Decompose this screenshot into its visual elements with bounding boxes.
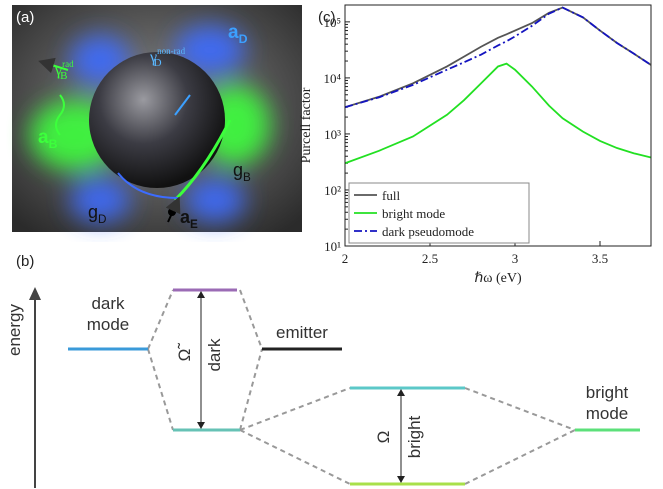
splitting-label: bright — [405, 415, 424, 458]
legend-label: full — [382, 188, 400, 203]
axis-label: energy — [5, 304, 24, 356]
level-label: bright — [586, 383, 629, 402]
illustration — [12, 5, 302, 232]
chart: 10¹ 10² 10³ 10⁴ 10⁵ 2 2.5 3 3.5 ℏω (eV) Purcell fa… — [299, 4, 652, 286]
image-label: γnon-rad D — [149, 46, 186, 69]
level-label: emitter — [276, 323, 328, 342]
x-tick-label: 2 — [342, 251, 349, 266]
legend-box — [348, 182, 530, 244]
label-sub: B — [243, 171, 251, 184]
x-axis-label: ℏω (eV) — [474, 271, 522, 286]
image-label: gD — [88, 202, 106, 226]
legend-label: dark pseudomode — [382, 224, 474, 239]
label-main: a — [228, 22, 239, 43]
panel-label: (c) — [318, 9, 336, 26]
label-main: g — [88, 202, 98, 222]
line — [344, 62, 652, 165]
label-main: g — [233, 160, 243, 180]
label-sub: E — [190, 218, 198, 231]
splitting-symbol: Ω̃ — [175, 343, 194, 362]
image-label: gB — [233, 160, 251, 184]
label-sub: B — [60, 70, 67, 82]
y-axis-label: Purcell factor — [299, 87, 314, 163]
level-label: mode — [87, 315, 130, 334]
label-main: a — [180, 207, 191, 227]
y-tick-label: 10³ — [324, 127, 341, 142]
label-sub: D — [98, 213, 106, 226]
image-label: aE — [180, 207, 198, 231]
label-main: γ — [54, 62, 62, 79]
label-sup: non-rad — [157, 46, 185, 56]
label-sub: D — [239, 32, 248, 46]
energy-diagram — [29, 287, 640, 488]
plot-frame — [344, 4, 652, 247]
panel-label: (a) — [16, 9, 34, 26]
label-main: γ — [149, 49, 157, 66]
image-label: γrad B — [54, 59, 74, 82]
y-tick-label: 10¹ — [324, 239, 341, 254]
line — [344, 6, 652, 109]
label-sup: rad — [62, 59, 74, 69]
x-tick-label: 2.5 — [422, 251, 438, 266]
image-label: aD — [228, 22, 248, 46]
label-main: a — [38, 127, 49, 148]
level-label: mode — [586, 404, 629, 423]
label-sub: D — [154, 57, 162, 69]
legend-label: bright mode — [382, 206, 445, 221]
level-label: dark — [91, 294, 125, 313]
x-tick-label: 3.5 — [592, 251, 608, 266]
x-tick-label: 3 — [512, 251, 519, 266]
label-sub: B — [49, 137, 58, 151]
panel-label: (b) — [16, 253, 34, 270]
y-tick-label: 10⁴ — [323, 71, 341, 86]
image-label: aB — [38, 127, 58, 151]
splitting-symbol: Ω — [374, 431, 393, 444]
splitting-label: dark — [205, 338, 224, 372]
y-tick-label: 10² — [324, 183, 341, 198]
y-tick-label: 10⁵ — [323, 15, 341, 30]
